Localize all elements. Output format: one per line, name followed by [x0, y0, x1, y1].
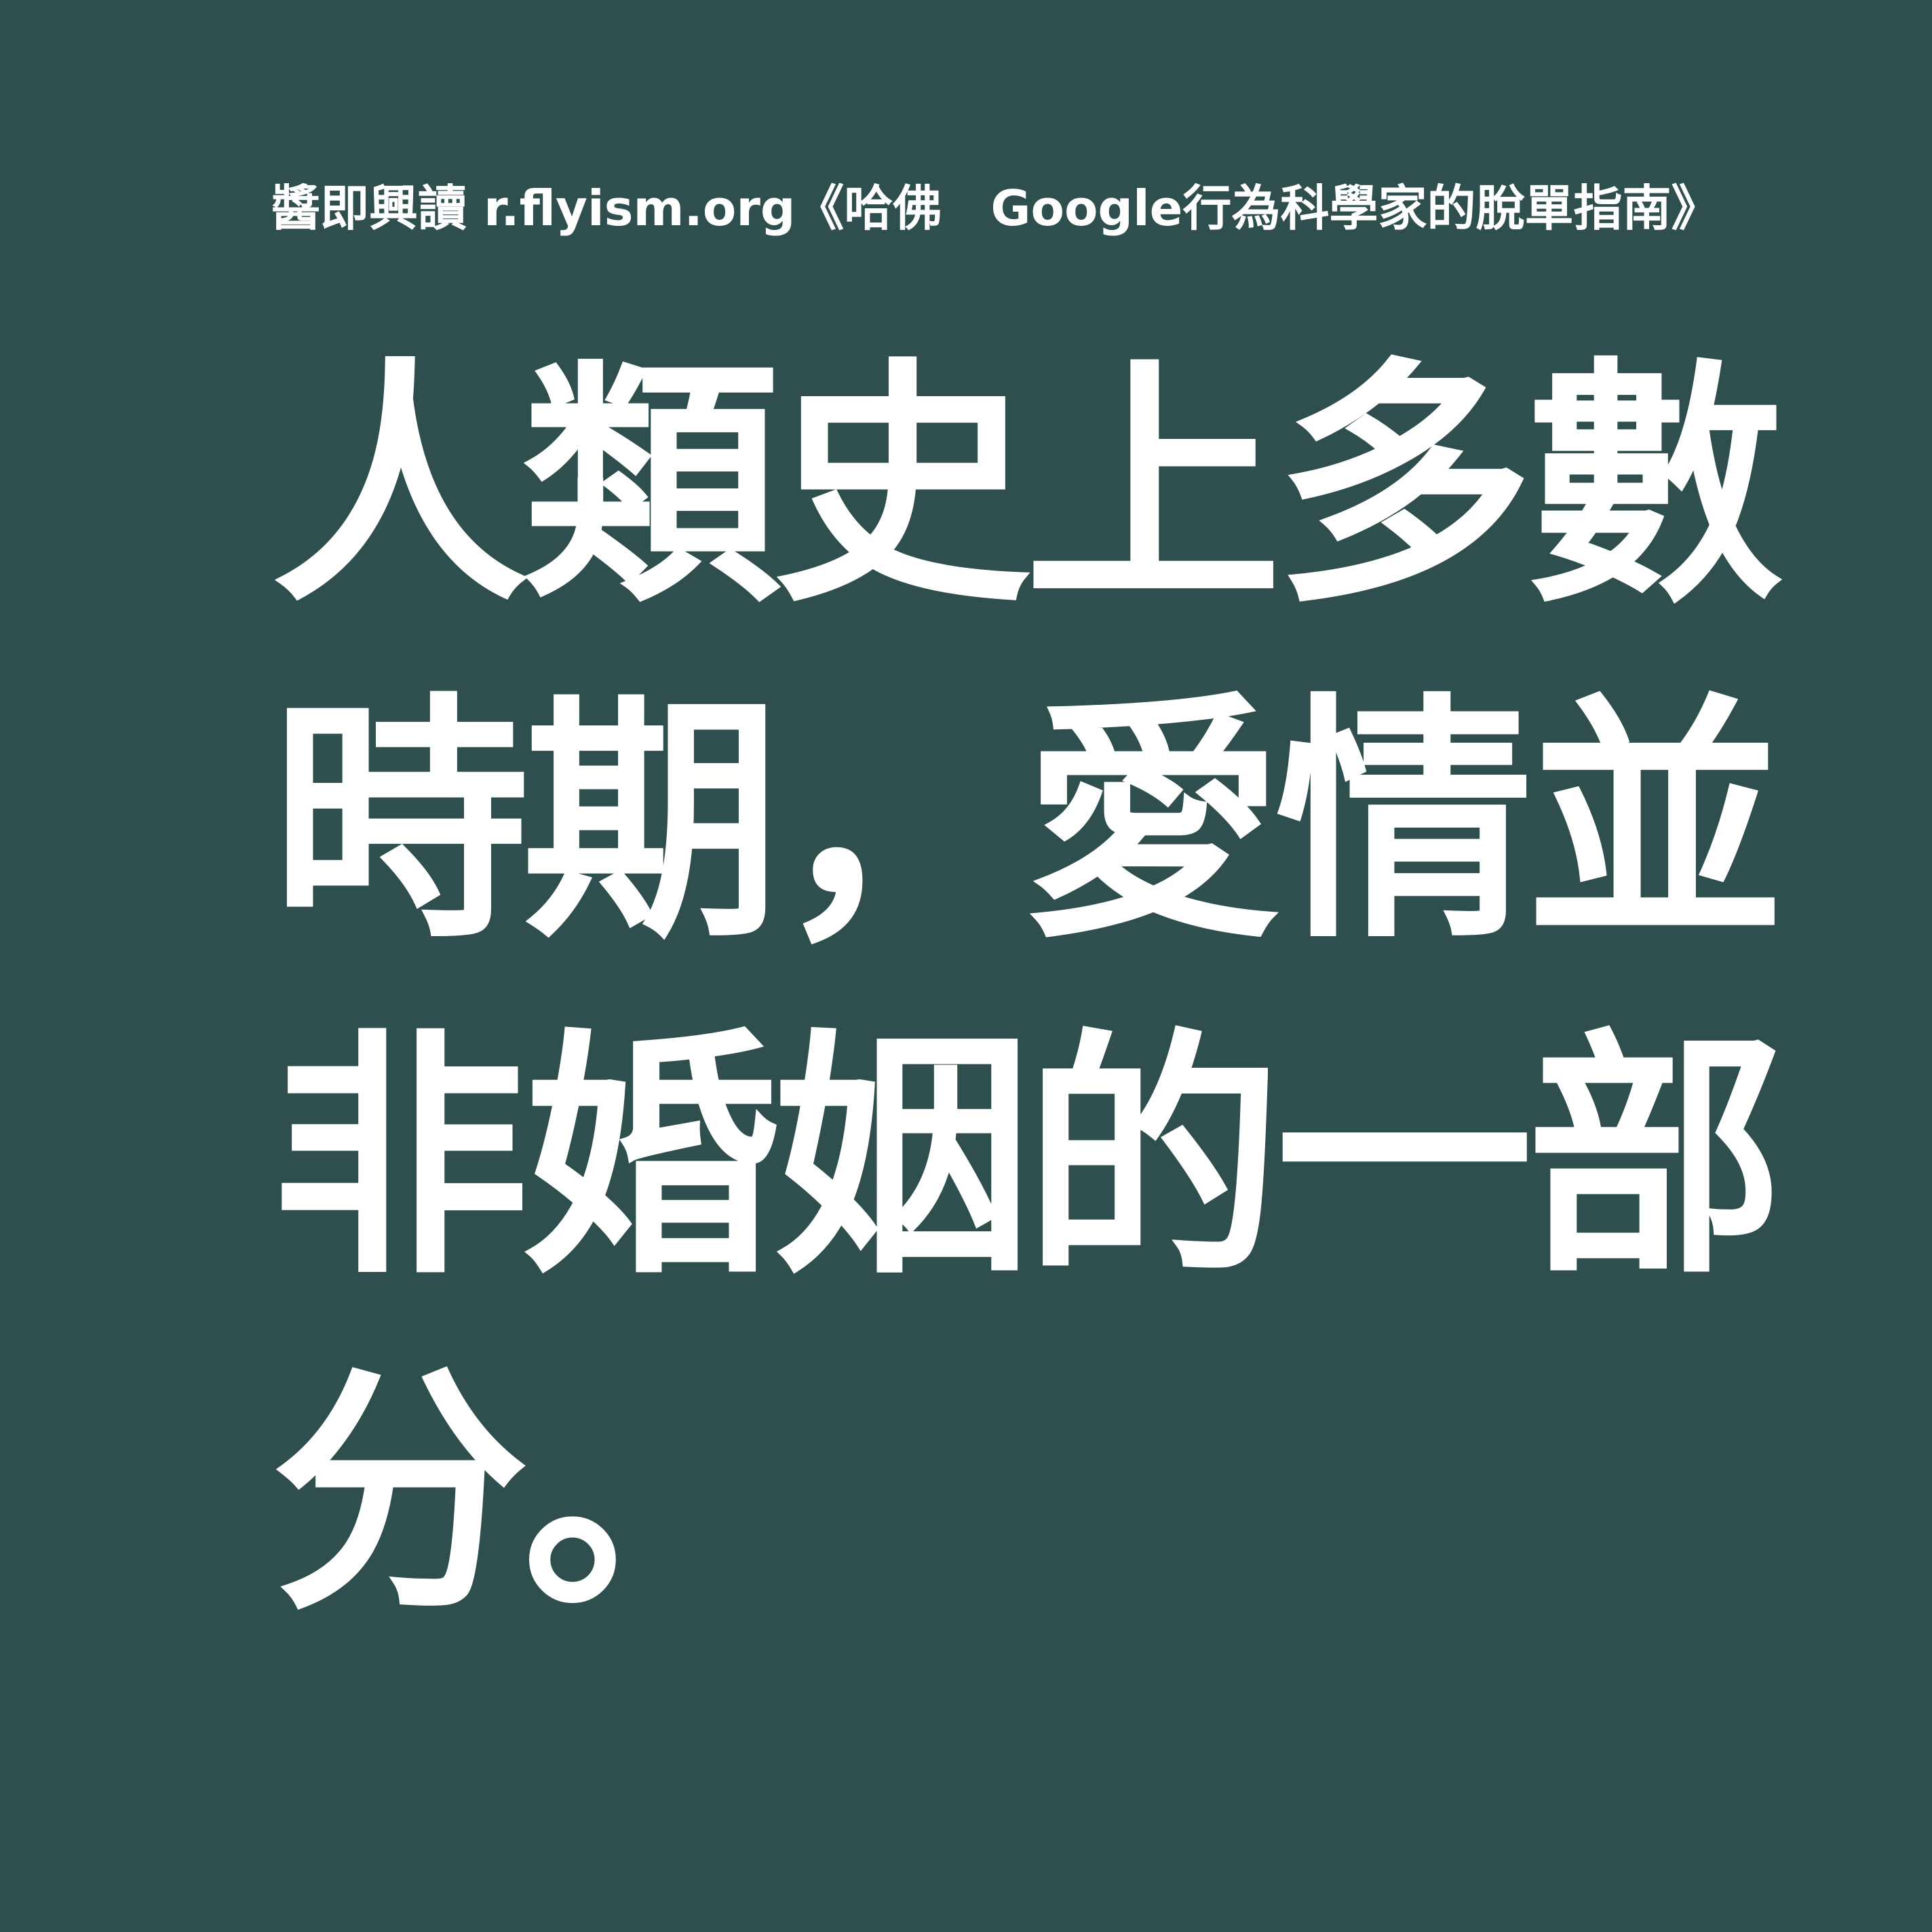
- source-caption: 醬即興讀 r.flyism.org《哈佛 Google行為科學家的脫單指南》: [271, 180, 1720, 237]
- quote-text: 人類史上多數 時期，愛情並 非婚姻的一部 分。: [271, 319, 1784, 1662]
- quote-line: 時期，愛情並: [271, 672, 1784, 973]
- quote-line: 非婚姻的一部: [271, 1008, 1784, 1309]
- quote-line: 分。: [271, 1344, 780, 1644]
- quote-line: 人類史上多數: [271, 336, 1784, 637]
